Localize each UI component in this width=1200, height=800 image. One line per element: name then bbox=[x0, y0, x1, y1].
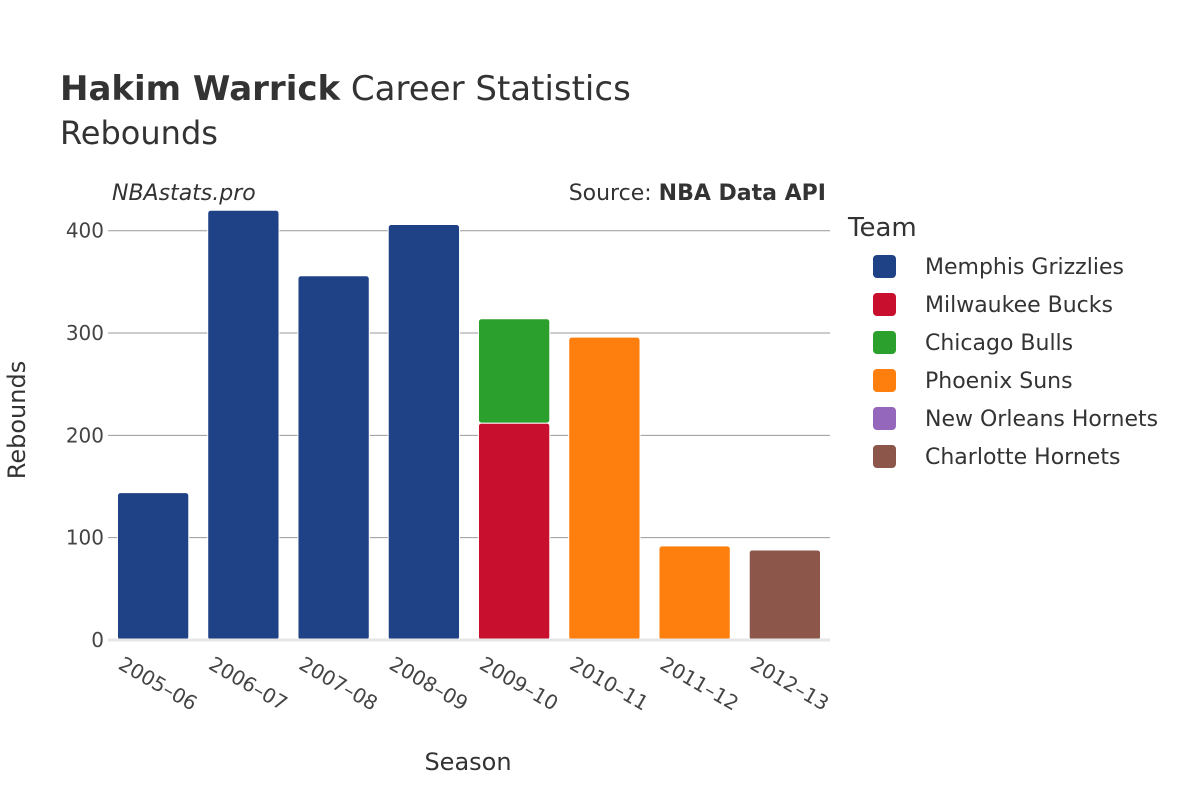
bar-segment bbox=[477, 318, 551, 424]
legend-label: Chicago Bulls bbox=[925, 331, 1073, 356]
legend-label: Phoenix Suns bbox=[925, 369, 1073, 394]
title-rest: Career Statistics bbox=[340, 69, 631, 109]
source-name: NBA Data API bbox=[659, 181, 826, 206]
y-tick-label: 0 bbox=[91, 628, 104, 652]
bars bbox=[116, 209, 822, 641]
source-prefix: Source: bbox=[569, 181, 659, 206]
x-tick-label: 2011–12 bbox=[656, 652, 743, 716]
chart-subtitle: Rebounds bbox=[60, 114, 218, 152]
bar-segment bbox=[568, 336, 641, 641]
chart-title: Hakim Warrick Career Statistics Rebounds bbox=[60, 69, 631, 152]
y-tick-label: 300 bbox=[66, 321, 104, 345]
legend-label: Memphis Grizzlies bbox=[925, 255, 1124, 280]
source-note: Source: NBA Data API bbox=[569, 181, 826, 206]
x-tick-label: 2009–10 bbox=[476, 652, 563, 716]
x-axis-title: Season bbox=[424, 748, 511, 776]
legend-items: Memphis Grizzlies Milwaukee Bucks Chicago … bbox=[873, 255, 1158, 470]
x-tick-label: 2006–07 bbox=[205, 652, 292, 716]
brand-watermark: NBAstats.pro bbox=[112, 181, 256, 206]
legend-label: New Orleans Hornets bbox=[925, 407, 1158, 432]
x-tick-label: 2012–13 bbox=[746, 652, 833, 716]
bar-segment bbox=[207, 209, 280, 641]
title-player: Hakim Warrick bbox=[60, 69, 342, 109]
x-tick-label: 2007–08 bbox=[295, 652, 382, 716]
bar-segment bbox=[477, 422, 551, 641]
bar-segment bbox=[658, 545, 731, 641]
legend: Team Memphis Grizzlies Milwaukee Bucks Chi… bbox=[847, 213, 1158, 470]
y-axis-title: Rebounds bbox=[3, 361, 31, 479]
legend-label: Charlotte Hornets bbox=[925, 445, 1120, 470]
x-tick-labels: 2005–06 2006–07 2007–08 2008–09 2009–10 2010–… bbox=[115, 652, 834, 716]
y-tick-label: 200 bbox=[66, 423, 104, 447]
bar-segment bbox=[297, 275, 370, 641]
svg-text:Hakim Warrick Career Statistic: Hakim Warrick Career Statistics bbox=[60, 69, 631, 109]
x-tick-label: 2010–11 bbox=[566, 652, 653, 716]
bar-segment bbox=[116, 492, 190, 641]
bar-segment bbox=[387, 224, 461, 641]
legend-swatch bbox=[873, 293, 896, 316]
legend-swatch bbox=[873, 369, 896, 392]
legend-title: Team bbox=[847, 213, 917, 243]
y-tick-labels: 0 100 200 300 400 bbox=[66, 219, 104, 652]
x-tick-label: 2005–06 bbox=[115, 652, 202, 716]
legend-swatch bbox=[873, 407, 896, 430]
legend-label: Milwaukee Bucks bbox=[925, 293, 1113, 318]
legend-swatch bbox=[873, 445, 896, 468]
y-tick-label: 100 bbox=[66, 526, 104, 550]
legend-swatch bbox=[873, 255, 896, 278]
x-tick-label: 2008–09 bbox=[385, 652, 472, 716]
legend-swatch bbox=[873, 331, 896, 354]
y-tick-label: 400 bbox=[66, 219, 104, 243]
bar-segment bbox=[748, 549, 822, 641]
